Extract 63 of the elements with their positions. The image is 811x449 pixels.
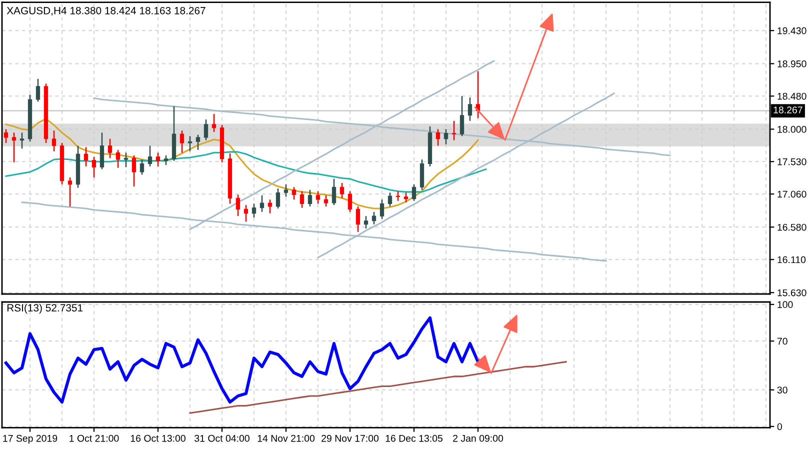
candlestick	[116, 149, 120, 168]
x-tick-label: 16 Dec 13:05	[386, 434, 443, 442]
candlestick	[4, 128, 8, 144]
candlestick	[132, 154, 136, 188]
y-tick-label: 19.430	[778, 27, 806, 34]
candlestick	[460, 95, 464, 137]
y-tick-label: 16.580	[778, 224, 806, 231]
x-tick-label: 31 Oct 04:00	[194, 434, 250, 442]
candlestick	[12, 132, 16, 163]
candlestick	[204, 118, 208, 141]
y-tick-label: 17.530	[778, 158, 806, 166]
candlestick	[324, 194, 328, 208]
candlestick	[36, 78, 40, 102]
x-tick-label: 17 Sep 2019	[3, 434, 58, 444]
candlestick	[164, 154, 168, 166]
x-tick-label: 14 Nov 21:00	[258, 434, 315, 442]
y-tick-label: 16.110	[778, 256, 806, 264]
candlestick	[332, 178, 336, 206]
candlestick	[148, 145, 152, 168]
candlestick	[292, 186, 296, 200]
candlestick	[212, 113, 216, 133]
candlestick	[420, 158, 424, 190]
candlestick	[268, 198, 272, 214]
x-tick-label: 29 Nov 17:00	[322, 434, 379, 442]
candlestick	[100, 132, 104, 170]
x-tick-label: 16 Oct 13:00	[130, 434, 186, 442]
candlestick	[180, 130, 184, 154]
y-tick-label: 70	[777, 338, 788, 345]
candlestick	[108, 138, 112, 159]
candlestick	[244, 204, 248, 222]
y-tick-label: 100	[778, 301, 793, 308]
candlestick	[388, 192, 392, 208]
y-tick-label: 0	[777, 423, 782, 430]
candlestick	[276, 188, 280, 210]
chart-title: XAGUSD,H4 18.380 18.424 18.163 18.267	[6, 6, 206, 16]
candlestick	[452, 120, 456, 141]
y-tick-label: 17.060	[778, 190, 806, 198]
candlestick	[68, 176, 72, 208]
candlestick	[20, 132, 24, 150]
y-tick-label: 15.630	[778, 289, 806, 296]
candlestick	[300, 190, 304, 208]
chart-title: RSI(13) 52.7351	[7, 304, 83, 314]
candlestick	[468, 96, 472, 122]
y-tick-label: 30	[777, 386, 788, 394]
x-tick-label: 2 Jan 09:00	[453, 434, 504, 442]
candlestick	[260, 194, 264, 213]
candlestick	[340, 182, 344, 199]
x-tick-label: 1 Oct 21:00	[70, 434, 119, 442]
candlestick	[356, 206, 360, 233]
candlestick	[140, 158, 144, 176]
ref-line-label: 18.267	[774, 106, 802, 114]
candlestick	[308, 189, 312, 208]
candlestick	[364, 215, 368, 230]
candlestick	[84, 146, 88, 168]
candlestick	[404, 192, 408, 203]
y-tick-label: 18.000	[778, 126, 806, 133]
candlestick	[372, 211, 376, 225]
y-tick-label: 18.480	[778, 92, 806, 100]
candlestick	[52, 130, 56, 152]
candlestick	[196, 134, 200, 150]
y-tick-label: 18.950	[778, 60, 806, 68]
candlestick	[236, 194, 240, 217]
candlestick	[436, 128, 440, 146]
